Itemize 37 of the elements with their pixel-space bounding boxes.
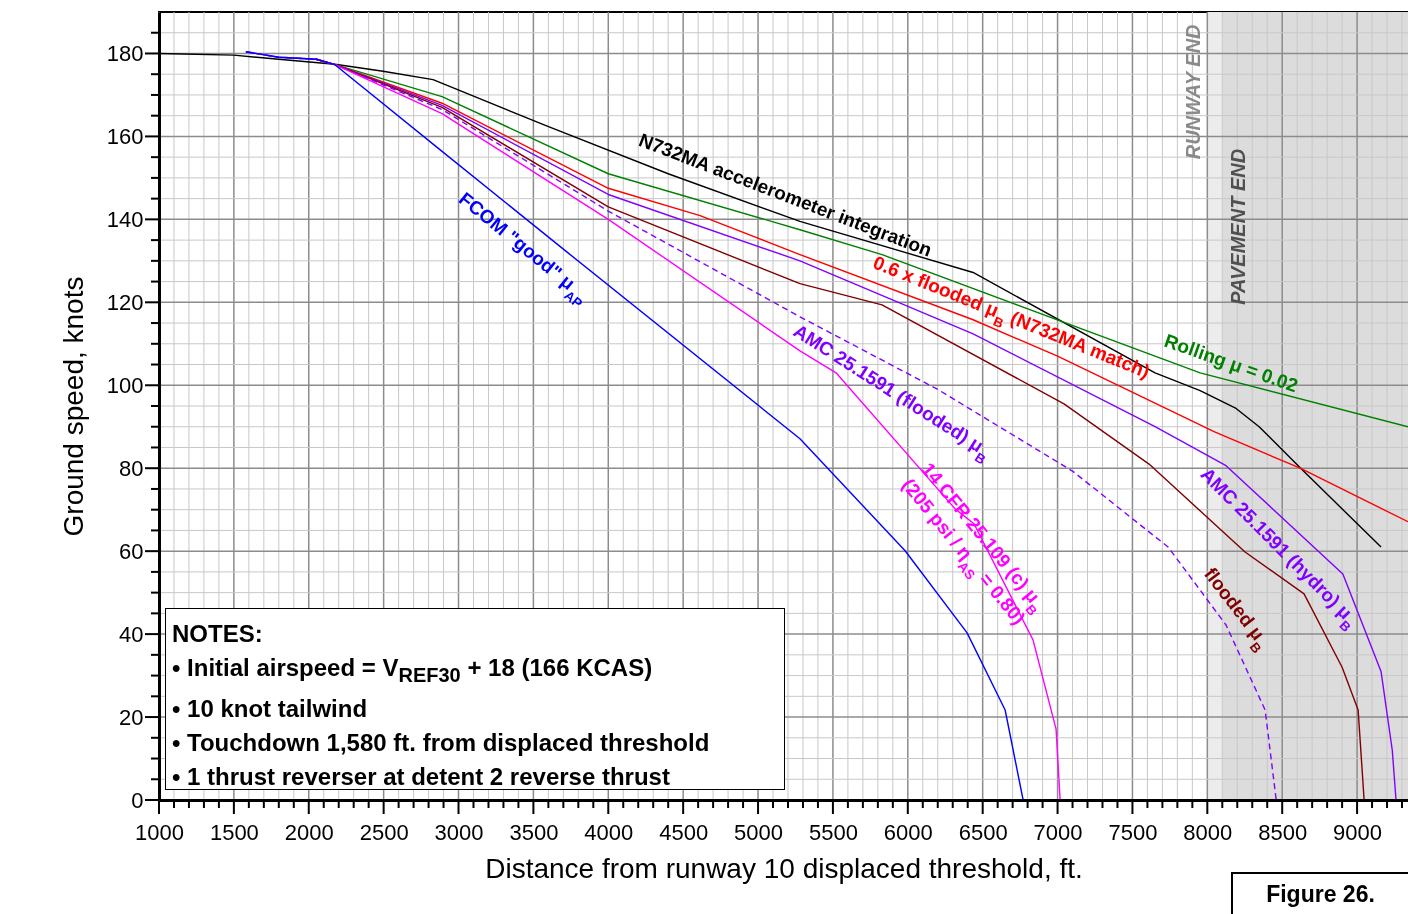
y-tick-label: 0 <box>131 787 144 813</box>
x-tick-label: 7000 <box>1033 819 1083 845</box>
x-tick-label: 1000 <box>135 819 184 845</box>
y-tick-label: 20 <box>119 704 144 730</box>
band-label: PAVEMENT END <box>1227 148 1250 305</box>
annotation: NOTES: <box>172 619 264 649</box>
x-tick-label: 5000 <box>734 819 784 845</box>
x-tick-label: 6000 <box>883 819 933 845</box>
x-tick-label: 9000 <box>1333 819 1383 845</box>
x-tick-label: 4000 <box>584 819 634 845</box>
x-tick-label: 3500 <box>509 819 559 845</box>
x-tick-label: 6500 <box>958 819 1008 845</box>
x-tick-label: 3000 <box>434 819 484 845</box>
y-tick-label: 120 <box>106 289 144 315</box>
y-tick-label: 60 <box>119 538 144 564</box>
x-tick-label: 1500 <box>209 819 259 845</box>
figure-caption-panel: Figure 26. <box>1231 872 1408 914</box>
x-axis-title: Distance from runway 10 displaced threshold, ft. <box>485 852 1083 884</box>
y-tick-label: 160 <box>106 123 144 149</box>
annotation: • Initial airspeed = V$_{REF30}$ + 18 (166 KCAS) <box>172 653 654 688</box>
x-tick-label: 2500 <box>359 819 409 845</box>
x-tick-label: 8500 <box>1258 819 1308 845</box>
y-axis-title: Ground speed, knots <box>57 276 89 537</box>
y-tick-label: 80 <box>119 455 144 481</box>
x-tick-label: 8000 <box>1183 819 1233 845</box>
annotation: • Touchdown 1,580 ft. from displaced threshold <box>172 727 711 758</box>
y-tick-label: 40 <box>119 621 144 647</box>
x-tick-label: 4500 <box>659 819 709 845</box>
x-tick-label: 7500 <box>1108 819 1158 845</box>
annotation: • 1 thrust reverser at detent 2 reverse thrust <box>172 761 671 792</box>
x-tick-label: 2000 <box>284 819 334 845</box>
annotation: • 10 knot tailwind <box>172 693 369 724</box>
y-tick-label: 180 <box>106 40 144 66</box>
y-tick-label: 100 <box>106 372 144 398</box>
x-tick-label: 5500 <box>808 819 858 845</box>
y-tick-label: 140 <box>106 206 144 232</box>
band-label: RUNWAY END <box>1182 24 1205 160</box>
